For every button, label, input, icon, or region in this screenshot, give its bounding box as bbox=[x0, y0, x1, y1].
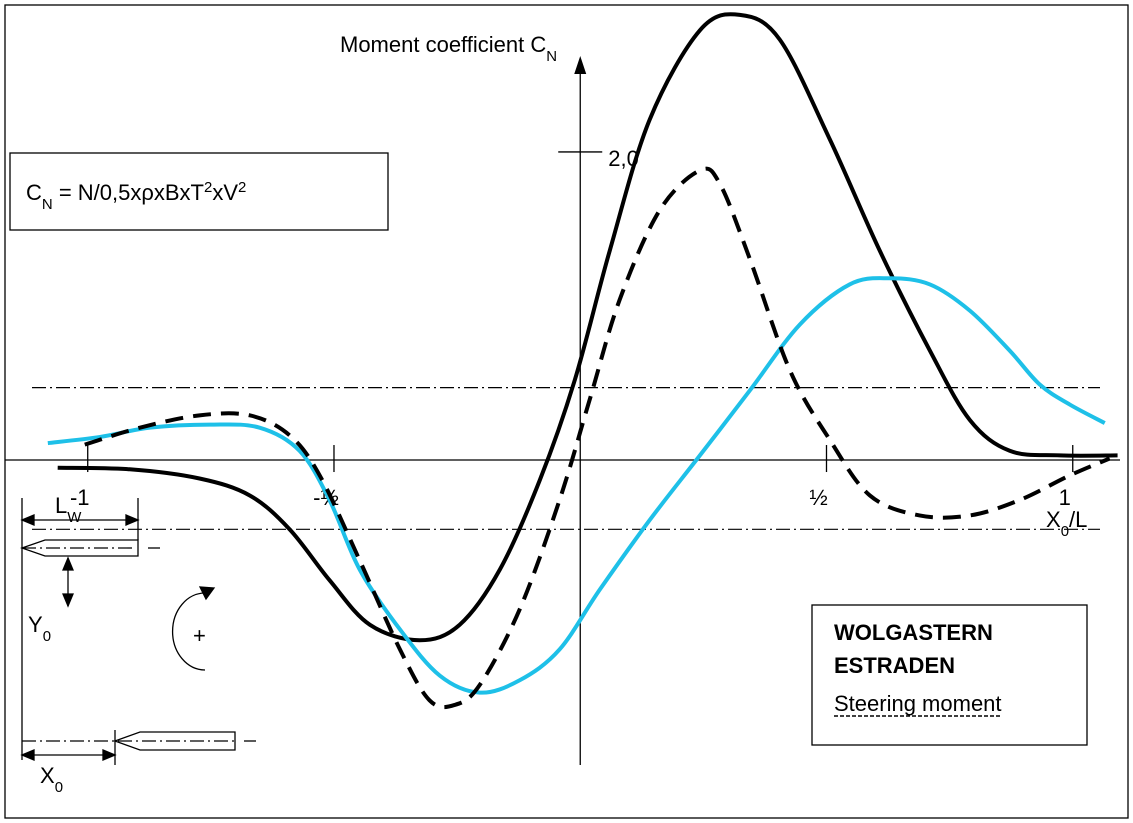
arrowhead bbox=[198, 586, 216, 601]
x-axis-label: X0/L bbox=[1046, 507, 1087, 540]
text-part: 2 bbox=[204, 179, 212, 196]
arrowheads bbox=[20, 514, 140, 526]
ship-outline bbox=[113, 731, 236, 751]
formula: CN = N/0,5xρxBxT2xV2 bbox=[26, 179, 246, 213]
text-part: Moment coefficient C bbox=[340, 32, 546, 57]
line-series bbox=[84, 166, 1111, 710]
text-part: 0 bbox=[1061, 523, 1069, 540]
text-part: /L bbox=[1069, 507, 1087, 532]
x-tick-label: ½ bbox=[809, 485, 827, 510]
legend-entry: ESTRADEN bbox=[834, 653, 955, 678]
text-part: N bbox=[42, 196, 53, 213]
text-part: C bbox=[26, 180, 42, 205]
text-part: L bbox=[55, 493, 67, 518]
text-part: X bbox=[40, 763, 55, 788]
inset-label: X0 bbox=[40, 763, 63, 796]
text-part: xV bbox=[212, 180, 238, 205]
line-series bbox=[47, 276, 1106, 695]
legend-entry: Steering moment bbox=[834, 691, 1002, 716]
x-tick-label: -1 bbox=[70, 485, 90, 510]
text-part: Y bbox=[28, 612, 43, 637]
inset-label: Y0 bbox=[28, 612, 51, 645]
text-part: 0 bbox=[55, 779, 63, 796]
inset bbox=[20, 498, 256, 765]
y-axis-label: Moment coefficient CN bbox=[340, 32, 557, 65]
x-tick-label: 1 bbox=[1059, 485, 1071, 510]
line-series bbox=[57, 12, 1118, 643]
legend-entry: WOLGASTERN bbox=[834, 620, 993, 645]
inset-label: LW bbox=[55, 493, 82, 526]
arrowheads bbox=[62, 556, 74, 608]
text-part: = N/0,5xρxBxT bbox=[53, 180, 204, 205]
legend-box bbox=[811, 604, 1088, 746]
text-part: 0 bbox=[43, 628, 51, 645]
y-axis-arrow bbox=[574, 56, 587, 74]
text-part: W bbox=[67, 509, 82, 526]
formula-box bbox=[9, 152, 389, 231]
text-part: 2 bbox=[238, 179, 246, 196]
rotation-label: + bbox=[193, 623, 206, 648]
rotation-arc bbox=[171, 592, 206, 671]
text-part: N bbox=[546, 48, 557, 65]
arrowheads bbox=[20, 749, 117, 761]
ship-outline bbox=[20, 539, 139, 557]
text-part: X bbox=[1046, 507, 1061, 532]
